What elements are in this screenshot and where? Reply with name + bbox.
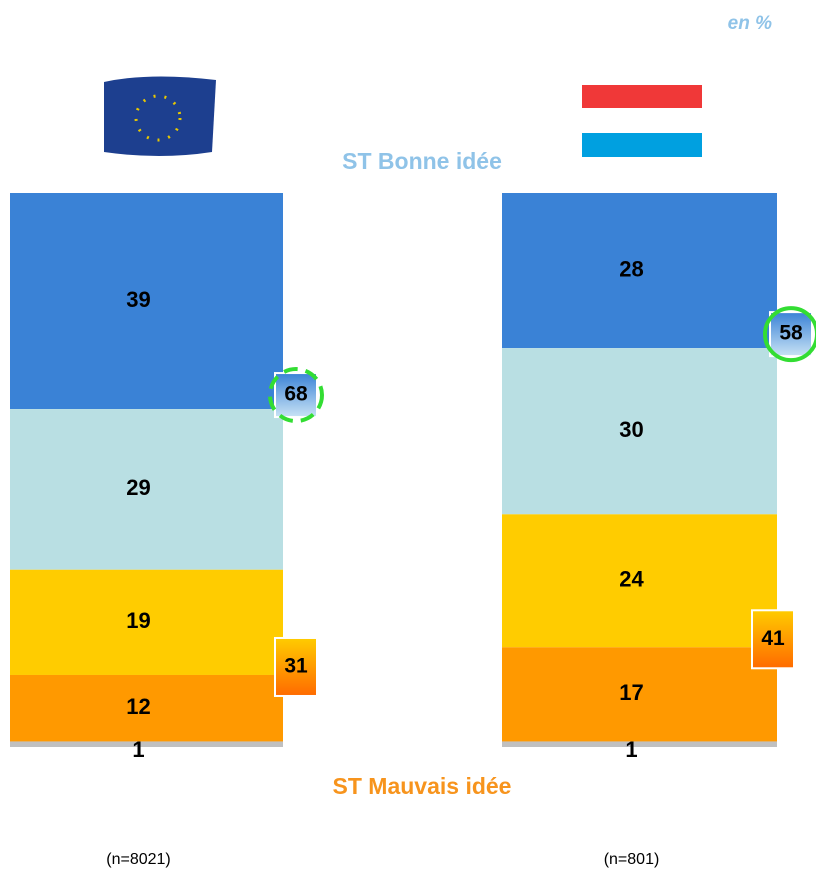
bar-segment — [10, 569, 283, 675]
summary-value: 41 — [761, 627, 785, 650]
bar-segment — [10, 741, 283, 747]
sample-size: (n=801) — [604, 851, 660, 868]
bar-segment — [502, 514, 777, 648]
segment-label: 19 — [126, 608, 150, 633]
lu-flag — [582, 85, 702, 157]
summary-box — [769, 311, 813, 358]
unit-note: en % — [728, 13, 772, 34]
summary-label: ST Mauvais idée — [333, 773, 512, 799]
segment-label: 1 — [625, 737, 637, 762]
sample-size: (n=8021) — [106, 851, 171, 868]
bar-segment — [502, 741, 777, 747]
summary-value: 68 — [284, 383, 308, 406]
summary-box — [751, 609, 795, 670]
summary-value: 31 — [284, 655, 308, 678]
summary-box — [274, 372, 318, 419]
eu-flag — [104, 76, 216, 156]
segment-label: 39 — [126, 287, 150, 312]
bar-segment — [502, 348, 777, 515]
segment-label: 12 — [126, 694, 150, 719]
highlight-circle — [268, 367, 324, 424]
bar-segment — [10, 193, 283, 410]
summary-value: 58 — [779, 322, 803, 345]
bar-segment — [10, 674, 283, 742]
segment-label: 24 — [619, 567, 644, 592]
bar-segment — [10, 409, 283, 570]
summary-box — [274, 636, 318, 697]
summary-label: ST Bonne idée — [342, 148, 502, 174]
highlight-circle — [763, 306, 816, 363]
segment-label: 29 — [126, 475, 150, 500]
segment-label: 17 — [619, 680, 643, 705]
segment-label: 28 — [619, 256, 643, 281]
segment-label: 30 — [619, 417, 643, 442]
bar-segment — [502, 193, 777, 349]
segment-label: 1 — [132, 737, 144, 762]
bar-segment — [502, 647, 777, 742]
